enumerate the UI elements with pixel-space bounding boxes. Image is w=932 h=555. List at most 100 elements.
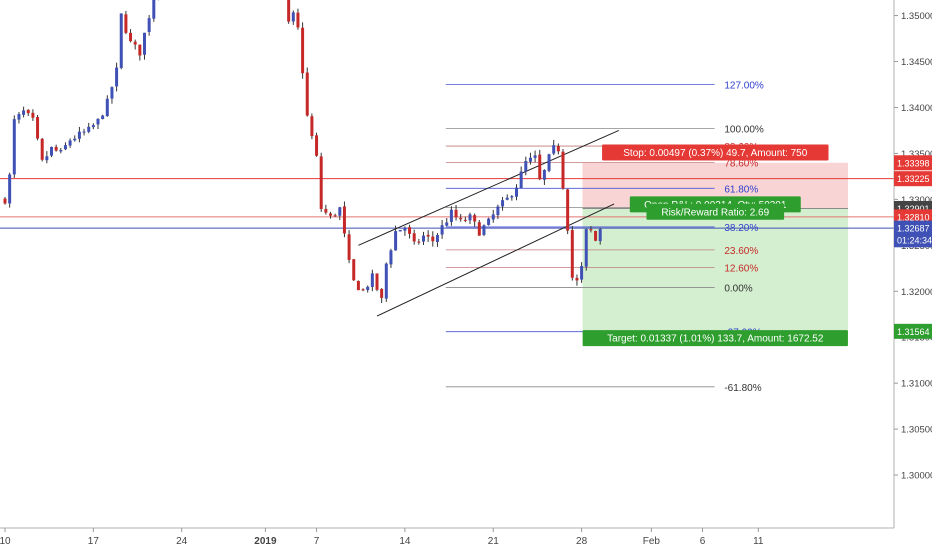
- candle-body: [8, 174, 12, 204]
- candle-body: [324, 208, 328, 213]
- candle-body: [594, 231, 598, 241]
- candle-body: [575, 277, 579, 281]
- candle-body: [59, 150, 63, 152]
- position-tool[interactable]: [582, 162, 849, 332]
- candle-body: [50, 146, 53, 156]
- price-tick-label: 1.34000: [901, 103, 932, 114]
- candle-body: [101, 115, 105, 119]
- time-tick-label: Feb: [643, 536, 661, 547]
- candle-body: [119, 13, 123, 68]
- candle-body: [366, 286, 370, 291]
- candle-body: [552, 145, 556, 154]
- time-tick-label: 2019: [254, 536, 277, 547]
- price-tick-label: 1.33500: [901, 149, 932, 160]
- candle-body: [301, 27, 305, 74]
- candle-body: [408, 227, 412, 234]
- candle-body: [454, 209, 458, 218]
- price-badge-label: 1.32810: [897, 212, 930, 222]
- price-tick-label: 1.32000: [901, 287, 932, 298]
- candle-body: [477, 222, 481, 236]
- candle-body: [124, 14, 128, 33]
- price-badge: [894, 209, 932, 225]
- candle-body: [375, 273, 379, 290]
- candle-body: [487, 218, 491, 225]
- candle-body: [589, 229, 593, 231]
- candle-body: [22, 110, 26, 115]
- candle-body: [110, 87, 114, 99]
- candle-body: [26, 109, 30, 114]
- candle-body: [91, 125, 95, 128]
- candle-body: [519, 171, 523, 189]
- time-tick-label: 10: [0, 536, 11, 547]
- candle-body: [384, 263, 388, 299]
- price-tick-label: 1.30000: [901, 471, 932, 482]
- candle-body: [305, 72, 309, 116]
- time-tick-label: 17: [88, 536, 100, 547]
- candle-body: [115, 67, 119, 87]
- candle-body: [147, 18, 151, 32]
- candle-body: [329, 213, 332, 216]
- price-badge-label: 1.32901: [897, 204, 930, 214]
- price-badge-label: 1.33225: [897, 174, 930, 184]
- price-badge-label: 01:24:34: [897, 235, 932, 245]
- candle-body: [491, 214, 495, 220]
- candle-body: [138, 44, 142, 56]
- overlay-labels: Stop: 0.00497 (0.37%) 49.7, Amount: 750O…: [582, 144, 848, 347]
- candle-body: [87, 126, 91, 132]
- candle-body: [17, 114, 21, 120]
- candle-body: [361, 289, 365, 291]
- stop-label-box: [602, 144, 829, 161]
- candle-body: [570, 230, 574, 278]
- candle-body: [291, 12, 295, 22]
- candle-body: [77, 131, 81, 139]
- price-badge-label: 1.31564: [897, 327, 930, 337]
- time-tick-label: 6: [700, 536, 706, 547]
- fib-level-label: 100.00%: [724, 125, 764, 136]
- candle-body: [422, 235, 425, 242]
- candle-body: [389, 250, 393, 265]
- target-zone[interactable]: [582, 208, 849, 332]
- price-channel[interactable]: [358, 129, 620, 317]
- candle-body: [54, 146, 58, 151]
- candle-body: [435, 234, 439, 243]
- price-badge: [894, 232, 932, 248]
- candle-body: [287, 0, 291, 22]
- fib-level-label: 12.60%: [724, 263, 758, 274]
- risk-reward-label-box: [646, 203, 785, 220]
- price-badge: [894, 155, 932, 171]
- time-tick-label: 11: [753, 536, 764, 547]
- candle-body: [538, 154, 542, 180]
- time-tick-label: 28: [576, 536, 588, 547]
- candle-body: [315, 135, 319, 156]
- price-badge-label: 1.33398: [897, 158, 930, 168]
- candle-body: [556, 146, 560, 152]
- target-label: Target: 0.01337 (1.01%) 133.7, Amount: 1…: [607, 334, 824, 345]
- candle-body: [533, 155, 537, 158]
- candle-body: [482, 225, 486, 235]
- candle-body: [398, 229, 402, 232]
- candle-body: [310, 116, 314, 137]
- candle-body: [40, 138, 44, 160]
- target-label-box: [582, 330, 848, 347]
- candles: [3, 0, 602, 304]
- candle-body: [68, 140, 72, 146]
- candle-body: [319, 156, 323, 209]
- price-tick-label: 1.30500: [901, 425, 932, 436]
- stop-label: Stop: 0.00497 (0.37%) 49.7, Amount: 750: [623, 148, 807, 159]
- candle-body: [133, 41, 137, 45]
- candle-body: [598, 229, 602, 242]
- price-tick-label: 1.33000: [901, 195, 932, 206]
- candle-body: [515, 187, 518, 197]
- candle-body: [542, 169, 546, 180]
- candle-body: [459, 217, 463, 220]
- candle-body: [45, 156, 49, 161]
- candle-body: [505, 197, 509, 200]
- channel-lower-line[interactable]: [376, 203, 615, 317]
- candle-body: [73, 138, 77, 141]
- channel-upper-line[interactable]: [358, 129, 620, 246]
- candle-body: [63, 145, 67, 150]
- price-badge: [894, 171, 932, 187]
- candle-body: [380, 288, 384, 298]
